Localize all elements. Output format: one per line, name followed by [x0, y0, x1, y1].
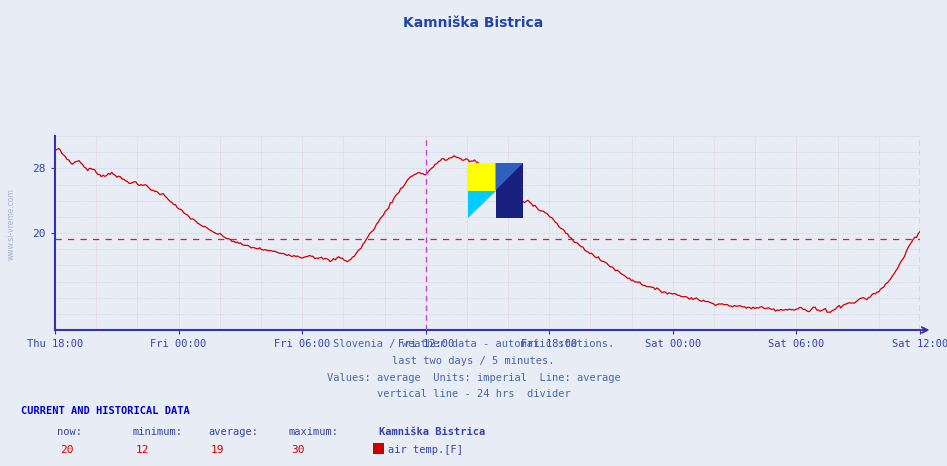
Text: minimum:: minimum: [133, 427, 183, 437]
Text: last two days / 5 minutes.: last two days / 5 minutes. [392, 356, 555, 366]
Polygon shape [495, 163, 523, 218]
Text: vertical line - 24 hrs  divider: vertical line - 24 hrs divider [377, 389, 570, 399]
Text: Kamniška Bistrica: Kamniška Bistrica [403, 16, 544, 30]
Polygon shape [468, 191, 495, 218]
Text: Values: average  Units: imperial  Line: average: Values: average Units: imperial Line: av… [327, 373, 620, 383]
Text: air temp.[F]: air temp.[F] [388, 445, 463, 455]
Text: 20: 20 [60, 445, 73, 455]
Text: Kamniška Bistrica: Kamniška Bistrica [379, 427, 485, 437]
Text: maximum:: maximum: [289, 427, 339, 437]
Text: CURRENT AND HISTORICAL DATA: CURRENT AND HISTORICAL DATA [21, 406, 189, 416]
Text: average:: average: [208, 427, 259, 437]
Text: 12: 12 [135, 445, 149, 455]
Polygon shape [495, 163, 523, 191]
Text: now:: now: [57, 427, 81, 437]
Text: www.si-vreme.com: www.si-vreme.com [7, 188, 16, 260]
Polygon shape [468, 163, 495, 191]
Text: Slovenia / weather data - automatic stations.: Slovenia / weather data - automatic stat… [333, 339, 614, 349]
Text: 19: 19 [211, 445, 224, 455]
Text: 30: 30 [292, 445, 305, 455]
